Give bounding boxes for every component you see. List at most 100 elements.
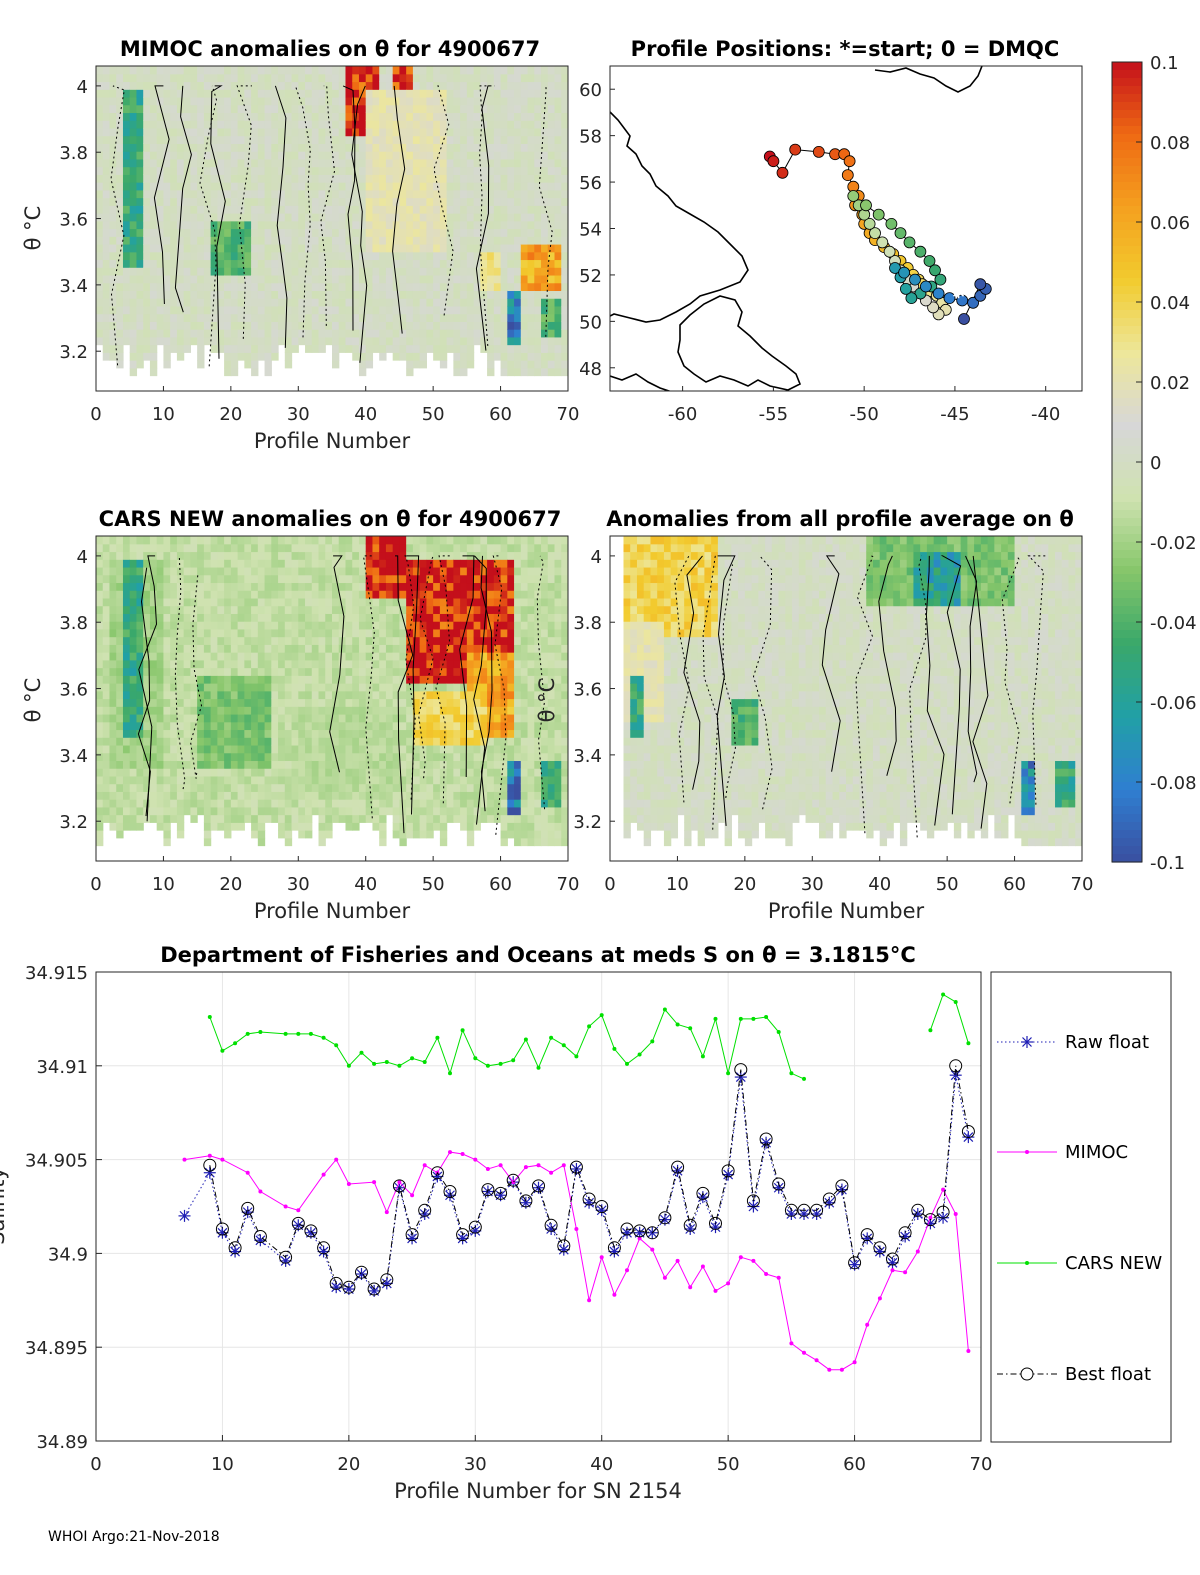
heat-cell [176,760,185,769]
heat-cell [96,73,104,83]
heat-cell [291,267,299,276]
heat-cell [345,336,353,346]
heat-cell [170,127,178,137]
heat-cell [406,112,414,121]
heat-cell [298,822,306,831]
heat-cell [412,760,421,769]
heat-cell [365,597,374,607]
heat-cell [264,158,272,168]
profile-marker [841,169,854,182]
heat-cell [311,112,320,121]
heat-cell [453,274,461,284]
heat-cell [345,536,353,545]
heat-cell [453,329,461,338]
heat-cell [122,329,131,338]
heat-cell [109,729,117,738]
heat-cell [136,721,144,731]
heat-cell [271,96,279,106]
heat-cell [534,120,542,129]
profile-marker [974,278,987,291]
heat-cell [514,321,522,330]
heat-cell [143,282,151,292]
heat-cell [460,713,468,723]
heat-cell [284,220,293,230]
heat-cell [534,189,542,199]
heat-cell [406,698,414,707]
heat-cell [358,96,367,106]
heat-cell [399,768,407,777]
heat-cell [143,236,151,245]
heat-cell [433,698,441,707]
heat-cell [412,543,421,553]
heat-cell [426,66,434,75]
heat-cell [102,228,111,237]
heat-cell [412,752,421,762]
heat-cell [264,590,272,599]
heat-cell [109,96,117,106]
heat-cell [412,352,421,361]
heat-cell [365,729,374,738]
heat-cell [143,166,151,175]
heat-cell [547,259,556,268]
heat-cell [122,613,131,622]
heat-cell [399,174,407,183]
heat-cell [305,96,313,106]
heat-cell [500,336,508,346]
heat-cell [493,120,502,129]
heat-cell [406,120,414,129]
heat-cell [183,597,191,607]
heat-cell [257,597,266,607]
heat-cell [278,158,286,168]
heat-cell [197,189,205,199]
heat-cell [453,760,461,769]
heat-cell [325,628,333,638]
heat-cell [149,336,158,346]
heat-cell [311,559,320,568]
heat-cell [102,189,111,199]
heat-cell [278,744,286,754]
heat-cell [305,822,313,831]
heat-cell [480,251,488,261]
heat-cell [237,752,245,762]
heat-cell [163,213,171,222]
heat-cell [170,274,178,284]
heat-cell [446,267,454,276]
heat-cell [358,744,367,754]
heat-cell [102,305,111,315]
heat-cell [109,566,117,576]
heat-cell [520,127,529,137]
heat-cell [514,236,522,245]
heat-cell [520,251,529,261]
heat-cell [183,768,191,777]
heat-cell [406,721,414,731]
heat-cell [433,352,441,361]
heat-cell [500,360,508,369]
profile-marker [920,280,932,293]
heat-cell [284,267,293,276]
heat-cell [520,197,529,206]
heat-cell [385,768,394,777]
heat-cell [372,768,380,777]
y-tick-label: 3.8 [59,143,88,164]
heat-cell [102,729,111,738]
heat-cell [278,698,286,707]
heat-cell [466,574,475,584]
heat-cell [305,597,313,607]
heat-cell [500,120,508,129]
heat-cell [332,112,340,121]
heat-cell [385,706,394,715]
heat-cell [412,536,421,545]
heat-cell [460,597,468,607]
heat-cell [156,806,165,816]
heat-cell [170,806,178,816]
heat-cell [122,698,131,707]
heat-cell [345,135,353,144]
heat-cell [433,89,441,98]
heat-cell [183,536,191,545]
heat-cell [149,182,158,191]
heat-cell [190,321,198,330]
heat-cell [466,96,475,106]
heat-cell [116,559,124,568]
heat-cell [305,613,313,622]
heat-cell [385,182,394,191]
